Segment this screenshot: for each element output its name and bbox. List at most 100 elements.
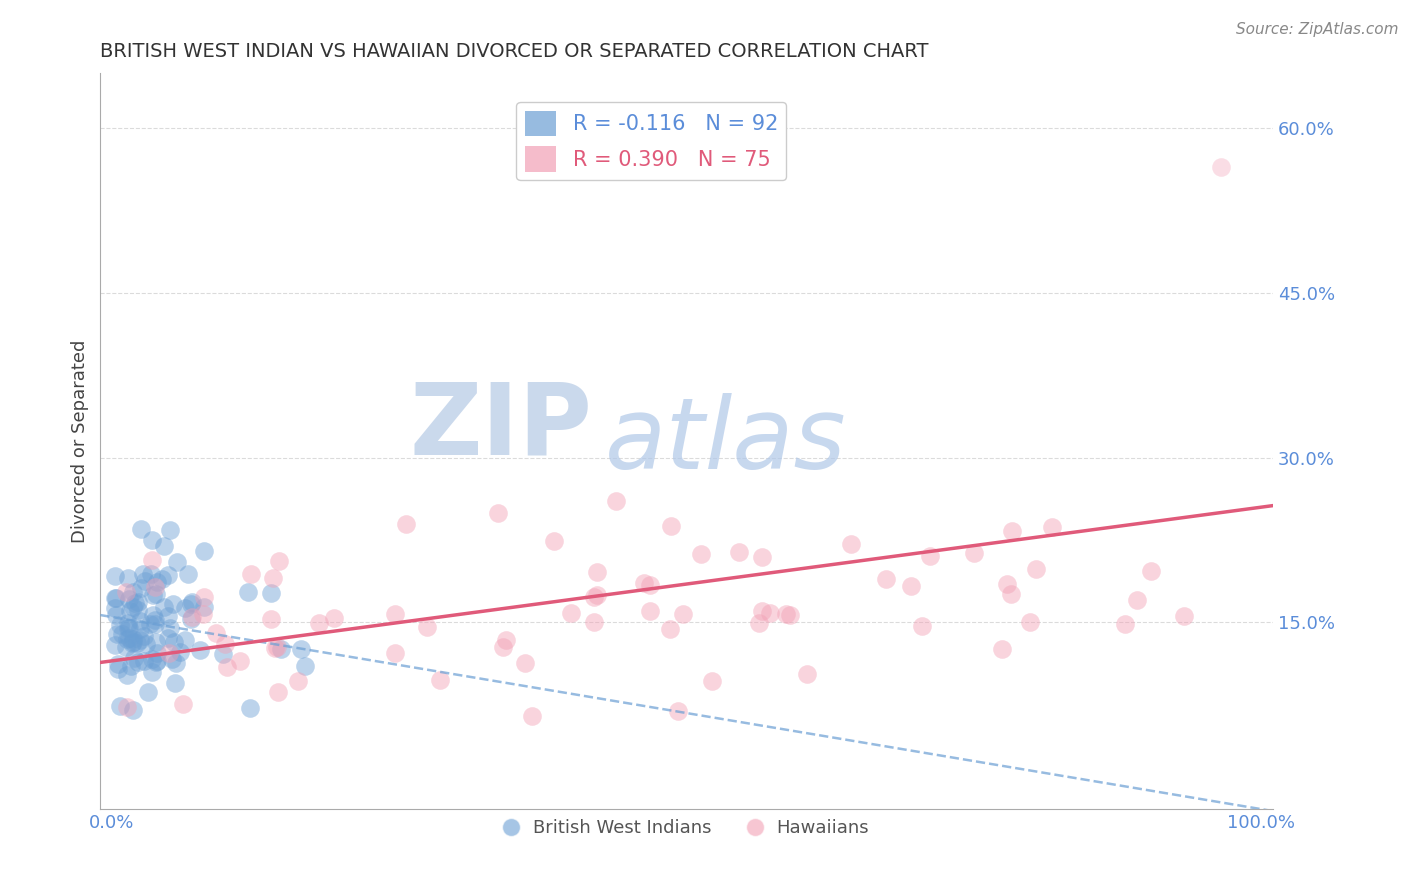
Point [127, 595, 149, 609]
Point [384, 607, 406, 621]
Point [157, 631, 180, 645]
Point [1209, 160, 1232, 174]
Point [582, 615, 605, 629]
Legend: British West Indians, Hawaiians: British West Indians, Hawaiians [496, 812, 876, 844]
Point [963, 546, 986, 560]
Point [181, 610, 204, 624]
Point [159, 524, 181, 538]
Point [122, 632, 145, 647]
Point [117, 616, 139, 631]
Point [141, 652, 163, 666]
Point [1000, 587, 1022, 601]
Point [141, 566, 163, 581]
Point [134, 654, 156, 668]
Point [751, 549, 773, 564]
Point [287, 674, 309, 689]
Point [495, 632, 517, 647]
Point [128, 614, 150, 628]
Point [217, 660, 239, 674]
Point [134, 629, 156, 643]
Point [586, 565, 609, 579]
Point [491, 640, 513, 655]
Point [104, 591, 127, 606]
Point [995, 576, 1018, 591]
Point [661, 519, 683, 533]
Point [104, 568, 127, 582]
Point [543, 533, 565, 548]
Point [1126, 592, 1149, 607]
Point [751, 604, 773, 618]
Point [429, 673, 451, 688]
Point [146, 646, 169, 660]
Point [143, 616, 166, 631]
Point [105, 627, 128, 641]
Point [150, 572, 173, 586]
Point [115, 632, 138, 646]
Point [107, 662, 129, 676]
Point [121, 635, 143, 649]
Point [1139, 564, 1161, 578]
Point [172, 698, 194, 712]
Point [120, 659, 142, 673]
Point [157, 609, 180, 624]
Point [267, 684, 290, 698]
Point [875, 572, 897, 586]
Text: ZIP: ZIP [411, 378, 593, 475]
Point [152, 539, 174, 553]
Point [138, 617, 160, 632]
Point [728, 544, 751, 558]
Point [236, 584, 259, 599]
Point [122, 650, 145, 665]
Point [110, 698, 132, 713]
Point [239, 701, 262, 715]
Point [141, 553, 163, 567]
Point [117, 699, 139, 714]
Point [122, 703, 145, 717]
Point [384, 646, 406, 660]
Point [111, 627, 134, 641]
Point [165, 656, 187, 670]
Point [159, 621, 181, 635]
Point [145, 575, 167, 590]
Point [180, 597, 202, 611]
Point [177, 566, 200, 581]
Point [193, 544, 215, 558]
Point [585, 588, 607, 602]
Point [205, 625, 228, 640]
Point [174, 633, 197, 648]
Point [122, 585, 145, 599]
Point [145, 587, 167, 601]
Point [672, 607, 695, 621]
Point [118, 592, 141, 607]
Point [702, 673, 724, 688]
Point [748, 615, 770, 630]
Point [142, 588, 165, 602]
Point [118, 621, 141, 635]
Point [633, 576, 655, 591]
Point [188, 643, 211, 657]
Point [141, 533, 163, 548]
Point [1001, 524, 1024, 539]
Point [104, 607, 127, 622]
Text: atlas: atlas [605, 392, 846, 490]
Point [145, 635, 167, 649]
Point [180, 595, 202, 609]
Point [141, 665, 163, 680]
Point [214, 637, 236, 651]
Point [114, 585, 136, 599]
Point [121, 636, 143, 650]
Y-axis label: Divorced or Separated: Divorced or Separated [72, 340, 89, 543]
Point [143, 581, 166, 595]
Point [666, 704, 689, 718]
Point [322, 611, 344, 625]
Point [779, 608, 801, 623]
Point [129, 522, 152, 536]
Point [560, 607, 582, 621]
Point [416, 620, 439, 634]
Point [104, 591, 127, 606]
Point [166, 555, 188, 569]
Point [163, 634, 186, 648]
Point [118, 631, 141, 645]
Point [153, 600, 176, 615]
Point [1114, 617, 1136, 632]
